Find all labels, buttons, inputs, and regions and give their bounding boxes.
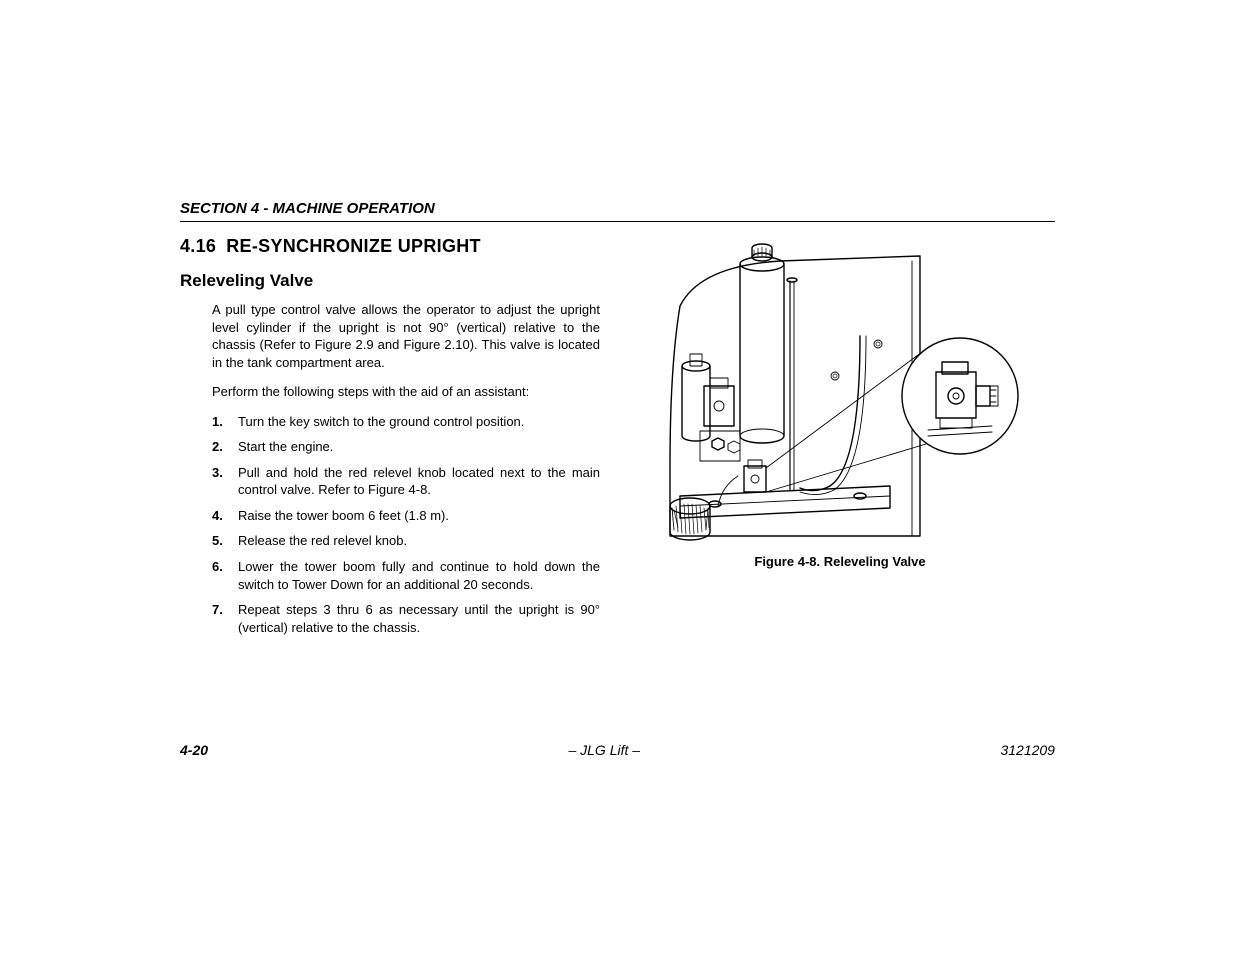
procedure-steps: 1.Turn the key switch to the ground cont…: [212, 413, 600, 636]
step-2: 2.Start the engine.: [212, 438, 600, 456]
section-header: SECTION 4 - MACHINE OPERATION: [180, 200, 1055, 222]
step-text: Pull and hold the red relevel knob locat…: [238, 464, 600, 499]
heading-number: 4.16: [180, 236, 216, 257]
step-text: Raise the tower boom 6 feet (1.8 m).: [238, 507, 600, 525]
step-5: 5.Release the red relevel knob.: [212, 532, 600, 550]
figure-caption: Figure 4-8. Releveling Valve: [630, 554, 1050, 569]
step-number: 7.: [212, 601, 238, 636]
step-text: Start the engine.: [238, 438, 600, 456]
footer-page-number: 4-20: [180, 742, 208, 758]
manual-page: SECTION 4 - MACHINE OPERATION 4.16 RE-SY…: [180, 200, 1055, 644]
footer-doc-number: 3121209: [1000, 742, 1055, 758]
step-number: 6.: [212, 558, 238, 593]
step-number: 1.: [212, 413, 238, 431]
page-footer: 4-20 – JLG Lift – 3121209: [180, 742, 1055, 758]
step-1: 1.Turn the key switch to the ground cont…: [212, 413, 600, 431]
step-number: 3.: [212, 464, 238, 499]
paragraph-steps-intro: Perform the following steps with the aid…: [212, 383, 600, 401]
footer-center-text: – JLG Lift –: [568, 742, 640, 758]
paragraph-intro: A pull type control valve allows the ope…: [212, 301, 600, 371]
step-4: 4.Raise the tower boom 6 feet (1.8 m).: [212, 507, 600, 525]
step-number: 5.: [212, 532, 238, 550]
two-column-layout: 4.16 RE-SYNCHRONIZE UPRIGHT Releveling V…: [180, 236, 1055, 644]
step-3: 3.Pull and hold the red relevel knob loc…: [212, 464, 600, 499]
left-column: 4.16 RE-SYNCHRONIZE UPRIGHT Releveling V…: [180, 236, 600, 644]
step-6: 6.Lower the tower boom fully and continu…: [212, 558, 600, 593]
step-number: 4.: [212, 507, 238, 525]
step-number: 2.: [212, 438, 238, 456]
figure-4-8: Figure 4-8. Releveling Valve: [630, 236, 1050, 569]
heading-title: RE-SYNCHRONIZE UPRIGHT: [226, 236, 481, 257]
subheading-releveling-valve: Releveling Valve: [180, 271, 600, 291]
step-text: Release the red relevel knob.: [238, 532, 600, 550]
step-text: Lower the tower boom fully and continue …: [238, 558, 600, 593]
right-column: Figure 4-8. Releveling Valve: [630, 236, 1050, 644]
releveling-valve-diagram: [660, 236, 1020, 546]
step-text: Turn the key switch to the ground contro…: [238, 413, 600, 431]
heading-4-16: 4.16 RE-SYNCHRONIZE UPRIGHT: [180, 236, 600, 257]
step-text: Repeat steps 3 thru 6 as necessary until…: [238, 601, 600, 636]
step-7: 7.Repeat steps 3 thru 6 as necessary unt…: [212, 601, 600, 636]
